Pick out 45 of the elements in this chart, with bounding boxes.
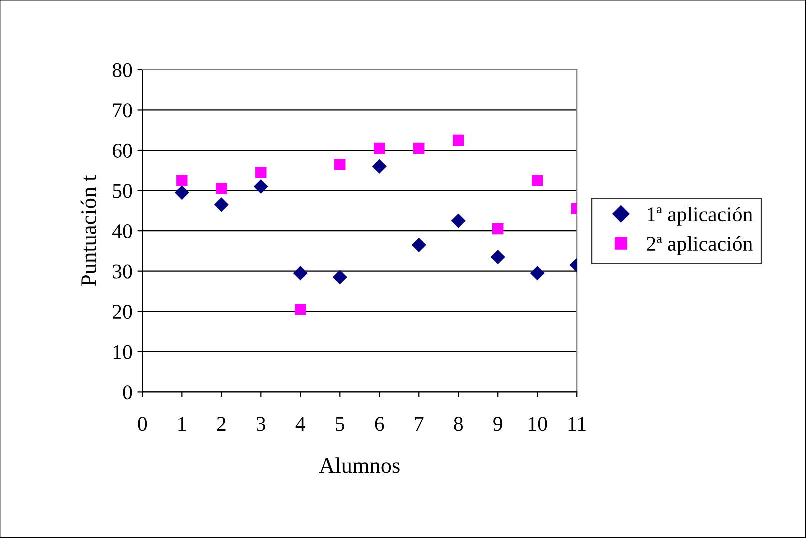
y-axis-title: Puntuación t [80,175,96,286]
point [453,134,464,146]
x-tick-label: 1 [178,417,186,431]
x-axis-title: Alumnos [319,458,400,474]
legend-label: 2ª aplicación [647,236,753,256]
y-tick-label: 20 [113,305,132,320]
x-tick-label: 3 [256,417,266,432]
y-tick-label: 10 [114,345,132,360]
y-tick-label: 0 [123,386,132,400]
point [295,304,306,316]
legend-label: 1ª aplicación [648,206,753,226]
x-tick-label: 5 [336,417,345,432]
y-tick-label: 40 [112,224,132,239]
point [176,175,188,186]
point [216,183,228,194]
point [256,167,267,178]
x-tick-label: 9 [494,417,502,432]
point [174,186,190,200]
y-tick-label: 70 [113,104,132,118]
x-tick-label: 8 [454,417,464,432]
x-tick-label: 2 [217,417,226,431]
y-tick-label: 80 [112,63,132,78]
x-tick-label: 0 [138,417,148,432]
x-tick-label: 4 [296,417,306,431]
y-tick-label: 60 [113,144,132,158]
point [530,266,545,281]
point [374,142,386,154]
point [334,159,346,170]
point [254,179,268,194]
x-tick-label: 11 [568,417,586,431]
point [293,266,308,281]
point [532,175,544,186]
point [332,270,348,285]
y-tick-label: 50 [113,184,132,198]
x-tick-label: 6 [375,417,384,432]
point [451,214,466,228]
point [490,250,506,265]
point [414,142,425,154]
point [214,198,229,212]
point [492,223,504,235]
point [372,159,387,174]
x-tick-label: 7 [415,417,424,431]
y-tick-label: 30 [113,264,132,279]
x-tick-label: 10 [529,417,548,432]
point [412,238,426,252]
